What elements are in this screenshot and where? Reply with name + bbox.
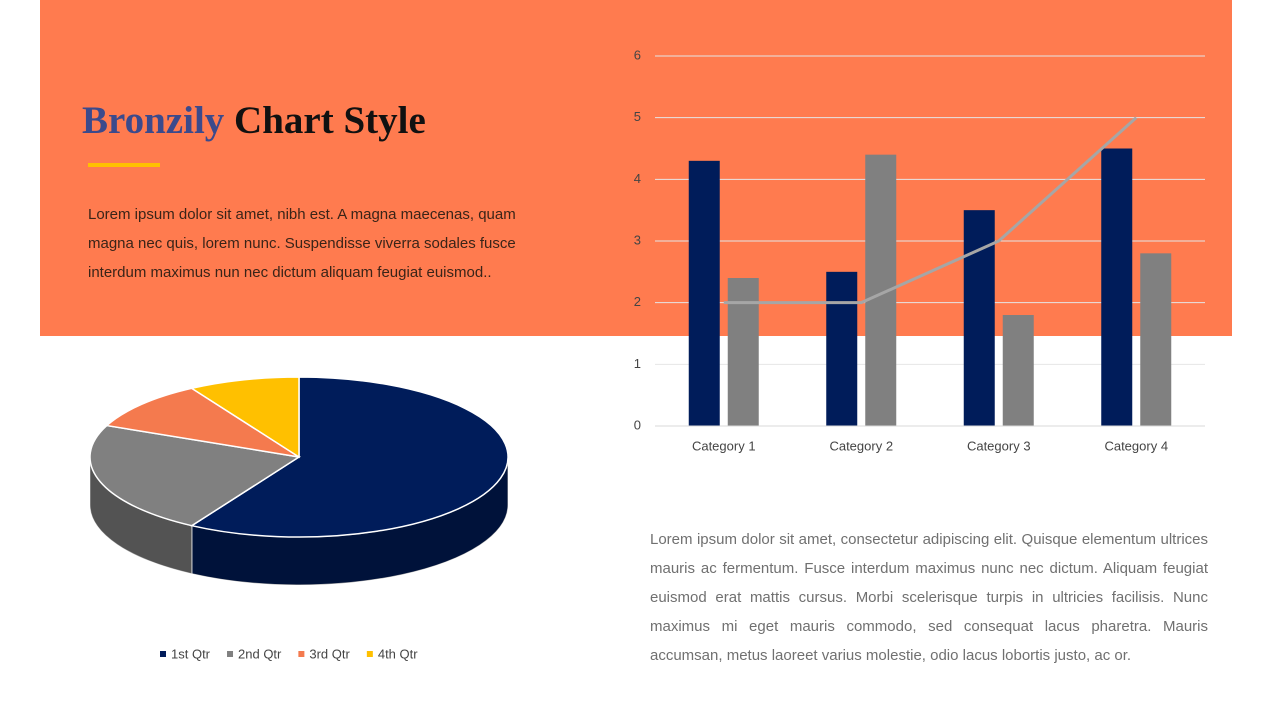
y-tick-label: 1	[634, 356, 641, 371]
bar	[963, 210, 995, 426]
legend-swatch	[298, 651, 305, 657]
legend-label: 3rd Qtr	[309, 646, 350, 661]
x-tick-label: Category 1	[692, 438, 756, 453]
line-series	[723, 116, 1138, 305]
legend-label: 4th Qtr	[378, 646, 418, 661]
x-tick-label: Category 4	[1104, 438, 1168, 453]
y-tick-label: 5	[634, 109, 641, 124]
bar	[1140, 253, 1172, 426]
title: Bronzily Chart Style	[82, 98, 426, 143]
y-tick-label: 2	[634, 294, 641, 309]
y-tick-label: 3	[634, 232, 641, 247]
intro-text: Lorem ipsum dolor sit amet, nibh est. A …	[88, 206, 516, 281]
bar	[727, 278, 759, 426]
x-tick-label: Category 2	[829, 438, 893, 453]
y-tick-label: 0	[634, 417, 641, 432]
bar	[1101, 148, 1133, 426]
legend-label: 1st Qtr	[171, 646, 211, 661]
y-tick-label: 6	[634, 47, 641, 62]
body-text: Lorem ipsum dolor sit amet, consectetur …	[650, 531, 1208, 664]
bar	[1002, 315, 1034, 426]
pie-slice	[189, 376, 509, 538]
legend-swatch	[227, 651, 234, 657]
legend-swatch	[366, 651, 373, 657]
bar	[826, 271, 858, 426]
pie-slice	[189, 376, 300, 459]
title-rest: Chart Style	[234, 99, 426, 142]
y-tick-label: 4	[634, 171, 641, 186]
title-underline	[88, 163, 160, 167]
pie-side-shade	[90, 457, 192, 574]
pie-side-shade	[191, 457, 508, 585]
pie-slice	[105, 387, 300, 458]
legend-label: 2nd Qtr	[238, 646, 282, 661]
title-accent: Bronzily	[82, 99, 225, 142]
x-tick-label: Category 3	[967, 438, 1031, 453]
bar	[688, 160, 720, 427]
legend-swatch	[160, 651, 166, 657]
pie-slice	[89, 424, 302, 527]
